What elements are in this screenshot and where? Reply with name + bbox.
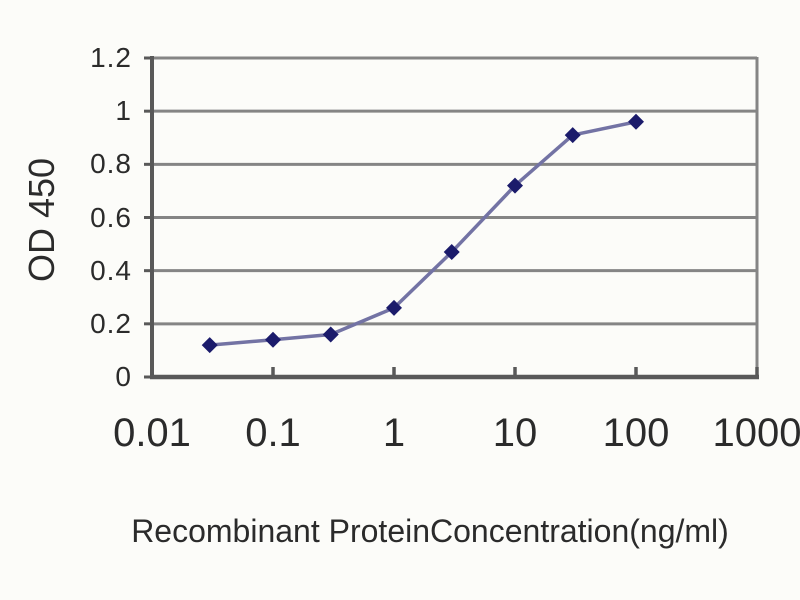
data-point-marker [507,177,523,194]
x-tick-label: 100 [602,411,670,455]
data-point-marker [265,331,281,348]
y-axis-title: OD 450 [21,157,62,283]
y-tick-label: 0.4 [90,254,132,286]
data-point-marker [322,326,339,343]
data-point-marker [443,244,460,261]
data-point-marker [201,337,218,354]
y-tick-label: 1 [115,95,132,127]
series-line [207,120,638,347]
y-tick-label: 0.6 [90,201,132,233]
y-tick-label: 0.2 [90,307,132,339]
x-tick-label: 1000 [712,411,800,455]
y-tick-label: 0 [115,361,132,392]
data-point-marker [628,113,644,130]
x-tick-label: 0.01 [113,411,191,455]
x-tick-label: 1 [382,411,406,455]
y-tick-label: 0.8 [90,148,132,180]
y-tick-label: 1.2 [90,42,132,73]
x-tick-label: 0.1 [245,411,301,455]
data-point-marker [564,127,581,144]
x-axis-title: Recombinant ProteinConcentration(ng/ml) [131,513,729,549]
x-tick-label: 10 [492,411,538,455]
data-point-marker [386,299,402,316]
